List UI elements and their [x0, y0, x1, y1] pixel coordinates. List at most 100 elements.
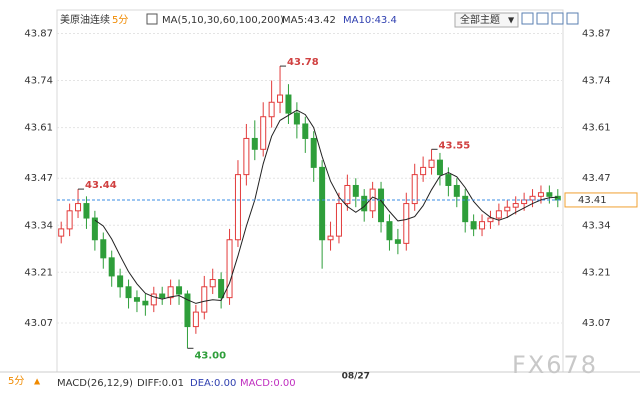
candle-body [201, 286, 208, 313]
y-tick-label: 43.07 [24, 318, 53, 329]
candle-body [470, 221, 477, 230]
y-tick-label: 43.21 [24, 267, 53, 278]
high-label: 43.55 [439, 140, 471, 151]
y-tick-label: 43.47 [582, 173, 611, 184]
candle-body [327, 235, 334, 241]
candle-body [66, 210, 73, 230]
candle-body [133, 297, 140, 302]
candle-body [218, 279, 225, 299]
candle-body [403, 203, 410, 244]
high-label: 43.78 [287, 57, 319, 68]
high-label: 43.44 [85, 180, 117, 191]
period-selector[interactable]: 5分 [112, 14, 128, 26]
candle-body [529, 195, 536, 201]
candle-body [453, 184, 460, 197]
candle-body [428, 159, 435, 168]
candle-body [521, 199, 528, 205]
footer-arrow[interactable]: ▲ [34, 377, 41, 386]
candle-body [335, 203, 342, 237]
y-tick-label: 43.74 [24, 76, 53, 87]
y-tick-label: 43.74 [582, 76, 611, 87]
candle-body [361, 195, 368, 212]
y-tick-label: 43.87 [24, 29, 53, 40]
candle-body [91, 217, 98, 241]
candle-body [260, 116, 267, 150]
candle-body [125, 286, 132, 299]
x-tick-label: 08/27 [342, 372, 370, 382]
candle-body [293, 112, 300, 125]
candle-body [411, 174, 418, 205]
candle-body [504, 206, 511, 212]
ma-icon[interactable] [146, 13, 158, 25]
candle-body [117, 275, 124, 288]
y-tick-label: 43.61 [582, 123, 611, 134]
candle-body [100, 239, 107, 259]
candle-body [445, 174, 452, 186]
candle-body [167, 286, 174, 299]
y-tick-label: 43.34 [24, 220, 53, 231]
y-tick-label: 43.61 [24, 123, 53, 134]
candle-body [251, 137, 258, 150]
candle-body [420, 166, 427, 176]
candle-body [83, 203, 90, 219]
candle-body [394, 239, 401, 244]
candle-body [58, 228, 65, 237]
candle-body [310, 137, 317, 168]
macd-dea: DEA:0.00 [190, 378, 236, 389]
ma-line [94, 109, 558, 304]
candle-body [192, 311, 199, 328]
macd-diff: DIFF:0.01 [137, 378, 184, 389]
candle-body [226, 239, 233, 299]
candle-body [495, 210, 502, 219]
ma10-value: MA10:43.4 [343, 15, 397, 26]
candle-body [537, 192, 544, 197]
candle-body [277, 94, 284, 103]
candle-body [150, 293, 157, 306]
last-price-box [564, 192, 638, 208]
candle-body [302, 123, 309, 139]
candle-body [285, 94, 292, 114]
y-tick-label: 43.47 [24, 173, 53, 184]
y-tick-label: 43.34 [582, 220, 611, 231]
candle-body [176, 286, 183, 295]
symbol: 美原油连续 [60, 13, 110, 26]
dropdown-arrow[interactable]: ▼ [508, 16, 515, 25]
candle-body [462, 195, 469, 223]
candle-body [352, 184, 359, 197]
footer-period[interactable]: 5分 [8, 375, 24, 387]
low-label: 43.00 [194, 350, 226, 361]
tool-icon[interactable] [521, 12, 534, 25]
y-tick-label: 43.21 [582, 267, 611, 278]
tool-icon[interactable] [566, 12, 579, 25]
candle-body [142, 300, 149, 306]
ma-params: MA(5,10,30,60,100,200) [162, 15, 284, 26]
candle-body [75, 203, 82, 212]
candle-body [546, 192, 553, 197]
macd-params: MACD(26,12,9) [57, 378, 133, 389]
watermark: FX678 [512, 351, 598, 379]
candle-body [108, 257, 115, 277]
candle-body [159, 293, 166, 299]
theme-button-label[interactable]: 全部主题 [460, 13, 500, 26]
theme-button[interactable] [454, 12, 519, 28]
candle-body [184, 293, 191, 328]
candle-body [487, 217, 494, 223]
tool-icon[interactable] [551, 12, 564, 25]
macd-value: MACD:0.00 [240, 378, 296, 389]
candle-body [386, 221, 393, 241]
candle-body [319, 166, 326, 241]
candle-body [436, 159, 443, 176]
tool-icon[interactable] [536, 12, 549, 25]
candle-body [268, 101, 275, 118]
candle-body [512, 203, 519, 208]
y-tick-label: 43.87 [582, 29, 611, 40]
candle-body [209, 279, 216, 288]
candle-body [234, 174, 241, 241]
candle-body [243, 137, 250, 176]
last-price-label: 43.41 [578, 195, 607, 206]
candle-body [479, 221, 486, 230]
candle-body [378, 188, 385, 223]
y-tick-label: 43.07 [582, 318, 611, 329]
candle-body [344, 184, 351, 205]
